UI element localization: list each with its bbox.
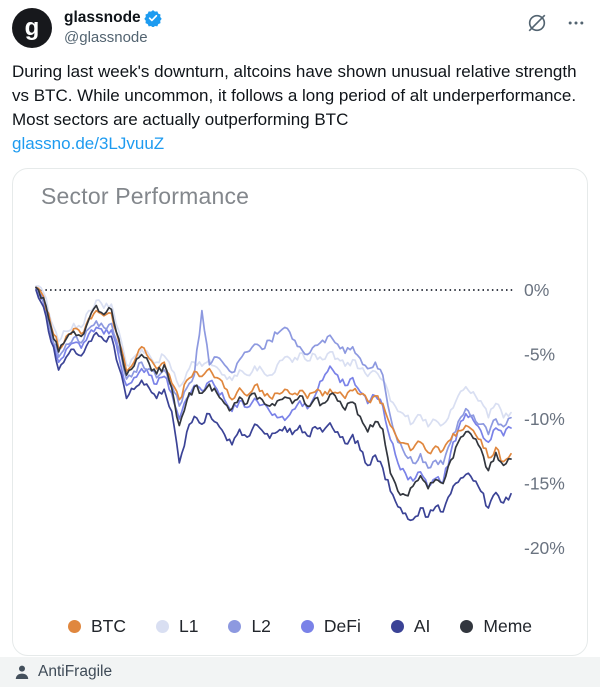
legend-dot-icon xyxy=(390,619,404,633)
tweet-link[interactable]: glassno.de/3LJvuuZ xyxy=(12,134,165,153)
tweet-header: g glassnode @glassnode xyxy=(0,0,600,48)
person-icon xyxy=(14,664,30,680)
chart-line-defi xyxy=(35,287,512,489)
verified-badge-icon xyxy=(143,9,162,27)
y-axis-tick-label: -10% xyxy=(524,409,565,429)
legend-dot-icon xyxy=(67,619,81,633)
legend-label: AI xyxy=(413,615,431,636)
legend-dot-icon xyxy=(460,619,474,633)
avatar[interactable]: g xyxy=(12,8,52,48)
y-axis-tick-label: -20% xyxy=(524,538,565,558)
legend-dot-icon xyxy=(155,619,169,633)
avatar-letter: g xyxy=(24,14,40,41)
y-axis-tick-label: 0% xyxy=(524,280,549,300)
legend-label: Meme xyxy=(483,615,533,636)
more-icon[interactable] xyxy=(566,13,586,33)
chart-line-l2 xyxy=(35,286,512,469)
chart-card[interactable]: Sector Performance 0% -5% -10% -15% -20% BTC… xyxy=(12,168,588,656)
author-block: glassnode @glassnode xyxy=(64,8,526,48)
sector-performance-chart: 0% -5% -10% -15% -20% xyxy=(35,280,565,558)
legend-label: DeFi xyxy=(323,615,361,636)
handle[interactable]: @glassnode xyxy=(64,29,148,46)
legend-label: L2 xyxy=(251,615,271,636)
legend-item-meme: Meme xyxy=(460,616,532,637)
legend-label: BTC xyxy=(90,615,126,636)
legend-dot-icon xyxy=(228,619,242,633)
chart-legend: BTC L1 L2 DeFi AI Meme xyxy=(13,613,587,655)
chart-line-ai xyxy=(35,289,512,522)
grok-icon[interactable] xyxy=(526,12,548,34)
tagged-user-bar[interactable]: AntiFragile xyxy=(0,657,600,687)
chart-title: Sector Performance xyxy=(41,183,250,209)
legend-item-l2: L2 xyxy=(228,615,271,637)
header-actions xyxy=(526,8,586,34)
legend-label: L1 xyxy=(178,615,199,636)
tweet-body: During last week's downturn, altcoins ha… xyxy=(0,48,600,156)
legend-dot-icon xyxy=(300,619,314,633)
legend-item-btc: BTC xyxy=(67,615,126,637)
display-name[interactable]: glassnode xyxy=(64,9,141,26)
chart-line-l1 xyxy=(35,285,512,428)
y-axis-tick-label: -5% xyxy=(524,345,555,365)
tagged-user-label: AntiFragile xyxy=(38,663,113,680)
legend-item-defi: DeFi xyxy=(300,615,361,637)
chart-line-meme xyxy=(35,286,512,497)
legend-item-ai: AI xyxy=(390,615,431,637)
legend-item-l1: L1 xyxy=(155,615,199,637)
tweet-text: During last week's downturn, altcoins ha… xyxy=(12,62,577,129)
y-axis-tick-label: -15% xyxy=(524,474,565,494)
